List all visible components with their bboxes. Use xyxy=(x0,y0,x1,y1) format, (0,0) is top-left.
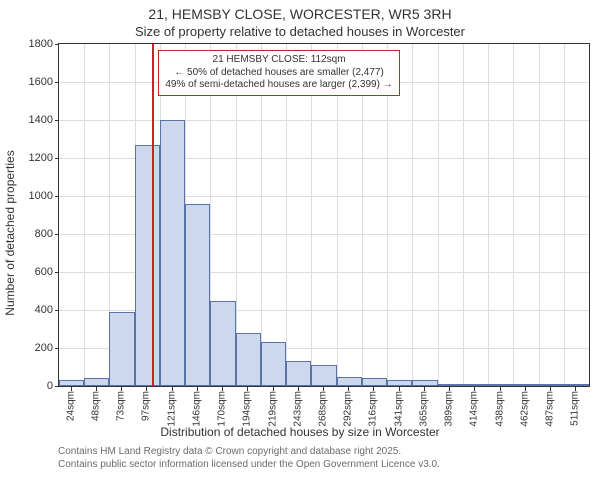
histogram-bar xyxy=(463,384,488,386)
y-tick-label: 1200 xyxy=(29,152,53,164)
x-tick-label: 243sqm xyxy=(292,391,303,427)
x-tick-label: 48sqm xyxy=(90,391,101,421)
x-tick-label: 462sqm xyxy=(519,391,530,427)
x-tick-label: 268sqm xyxy=(318,391,329,427)
y-tick-label: 200 xyxy=(35,342,53,354)
x-tick-label: 121sqm xyxy=(166,391,177,427)
gridline-v xyxy=(463,44,464,386)
histogram-bar xyxy=(539,384,564,386)
y-tick xyxy=(55,196,59,197)
y-tick xyxy=(55,310,59,311)
histogram-bar xyxy=(185,204,210,386)
histogram-bar xyxy=(362,378,387,386)
y-tick-label: 0 xyxy=(47,380,53,392)
histogram-bar xyxy=(261,342,286,386)
chart-title-block: 21, HEMSBY CLOSE, WORCESTER, WR5 3RH Siz… xyxy=(0,6,600,39)
x-tick-label: 438sqm xyxy=(494,391,505,427)
y-tick-label: 600 xyxy=(35,266,53,278)
footer-attribution: Contains HM Land Registry data © Crown c… xyxy=(58,445,590,471)
x-tick-label: 511sqm xyxy=(570,391,581,426)
y-tick xyxy=(55,44,59,45)
x-tick-label: 24sqm xyxy=(65,391,76,421)
y-axis-title: Number of detached properties xyxy=(3,150,17,315)
x-tick-label: 73sqm xyxy=(116,391,127,421)
histogram-bar xyxy=(311,365,336,386)
x-tick-label: 414sqm xyxy=(469,391,480,427)
histogram-bar xyxy=(564,384,589,386)
chart-title-line1: 21, HEMSBY CLOSE, WORCESTER, WR5 3RH xyxy=(0,6,600,22)
x-tick-label: 316sqm xyxy=(368,391,379,427)
x-tick-label: 146sqm xyxy=(191,391,202,427)
gridline-v xyxy=(412,44,413,386)
footer-line-1: Contains HM Land Registry data © Crown c… xyxy=(58,445,590,458)
x-tick-label: 365sqm xyxy=(418,391,429,427)
x-tick-label: 341sqm xyxy=(393,391,404,427)
gridline-v xyxy=(513,44,514,386)
x-axis-labels: 24sqm48sqm73sqm97sqm121sqm146sqm170sqm19… xyxy=(58,387,590,423)
y-tick-label: 1000 xyxy=(29,190,53,202)
y-tick-label: 800 xyxy=(35,228,53,240)
x-tick-label: 219sqm xyxy=(267,391,278,427)
histogram-bar xyxy=(236,333,261,386)
reference-line xyxy=(152,44,154,386)
x-tick-label: 170sqm xyxy=(217,391,228,427)
gridline-v xyxy=(438,44,439,386)
y-tick xyxy=(55,348,59,349)
histogram-bar xyxy=(513,384,538,386)
y-tick xyxy=(55,120,59,121)
reference-annotation-box: 21 HEMSBY CLOSE: 112sqm ← 50% of detache… xyxy=(158,50,399,96)
chart-area: Number of detached properties 0200400600… xyxy=(58,43,590,423)
histogram-bar xyxy=(438,384,463,386)
histogram-bar xyxy=(387,380,412,386)
histogram-bar xyxy=(59,380,84,386)
y-tick-label: 400 xyxy=(35,304,53,316)
y-tick-label: 1600 xyxy=(29,76,53,88)
annotation-line-2: ← 50% of detached houses are smaller (2,… xyxy=(165,67,392,80)
histogram-bar xyxy=(286,361,311,386)
x-tick-label: 389sqm xyxy=(444,391,455,427)
annotation-line-3: 49% of semi-detached houses are larger (… xyxy=(165,79,392,92)
footer-line-2: Contains public sector information licen… xyxy=(58,458,590,471)
annotation-line-1: 21 HEMSBY CLOSE: 112sqm xyxy=(165,54,392,67)
histogram-bar xyxy=(412,380,437,386)
y-tick xyxy=(55,234,59,235)
x-tick-label: 487sqm xyxy=(545,391,556,427)
y-tick-label: 1400 xyxy=(29,114,53,126)
gridline-v xyxy=(564,44,565,386)
plot-region: 020040060080010001200140016001800 21 HEM… xyxy=(58,43,590,387)
histogram-bar xyxy=(210,301,235,387)
gridline-v xyxy=(539,44,540,386)
x-tick-label: 292sqm xyxy=(343,391,354,427)
histogram-bar xyxy=(135,145,160,386)
y-tick xyxy=(55,272,59,273)
gridline-v xyxy=(84,44,85,386)
histogram-bar xyxy=(160,120,185,386)
histogram-bar xyxy=(84,378,109,386)
y-tick xyxy=(55,158,59,159)
x-tick-label: 97sqm xyxy=(141,391,152,421)
chart-title-line2: Size of property relative to detached ho… xyxy=(0,24,600,39)
y-tick-label: 1800 xyxy=(29,38,53,50)
x-tick-label: 194sqm xyxy=(242,391,253,427)
x-axis-title: Distribution of detached houses by size … xyxy=(0,425,600,439)
gridline-v xyxy=(488,44,489,386)
histogram-bar xyxy=(337,377,362,387)
histogram-bar xyxy=(109,312,134,386)
histogram-bar xyxy=(488,384,513,386)
y-tick xyxy=(55,82,59,83)
gridline-h xyxy=(59,120,589,121)
